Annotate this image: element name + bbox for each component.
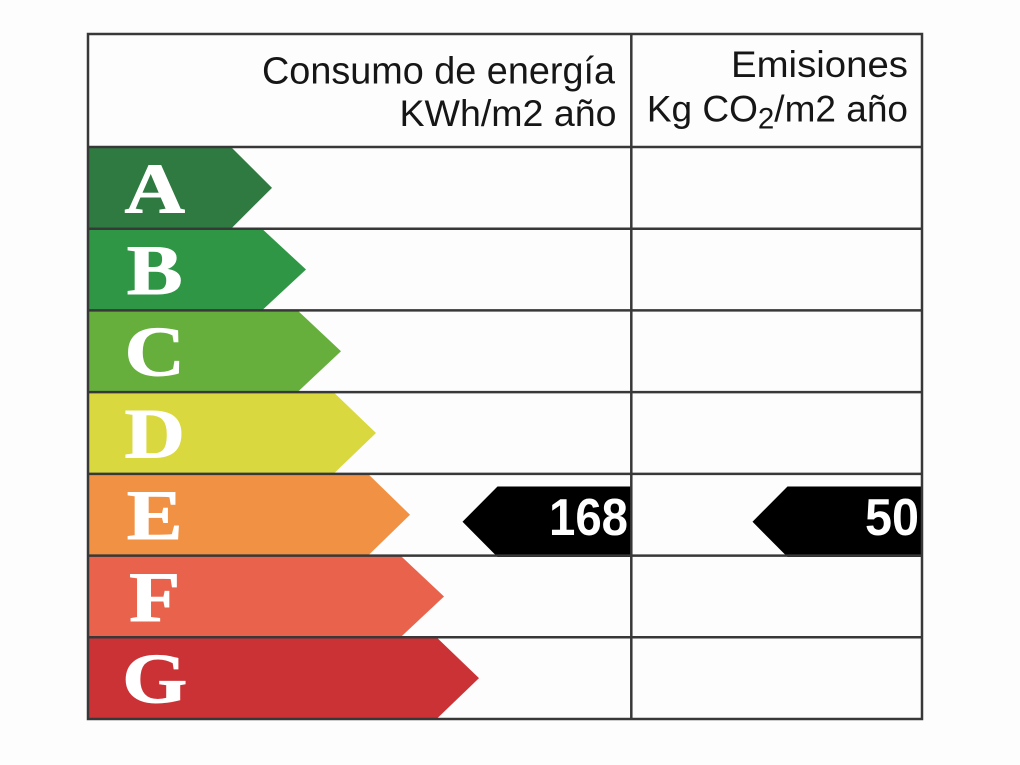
svg-text:D: D [124,394,185,473]
svg-text:Emisiones: Emisiones [731,44,908,85]
svg-text:168: 168 [549,489,628,547]
svg-text:C: C [124,313,185,392]
svg-text:Consumo de energía: Consumo de energía [262,51,616,93]
svg-text:B: B [127,231,183,310]
svg-text:G: G [122,639,187,718]
svg-text:KWh/m2 año: KWh/m2 año [400,93,617,134]
svg-text:50: 50 [865,489,919,547]
svg-text:A: A [124,149,185,228]
svg-text:E: E [127,476,183,555]
svg-text:F: F [129,558,180,637]
svg-text:Kg CO2/m2 año: Kg CO2/m2 año [647,89,908,136]
